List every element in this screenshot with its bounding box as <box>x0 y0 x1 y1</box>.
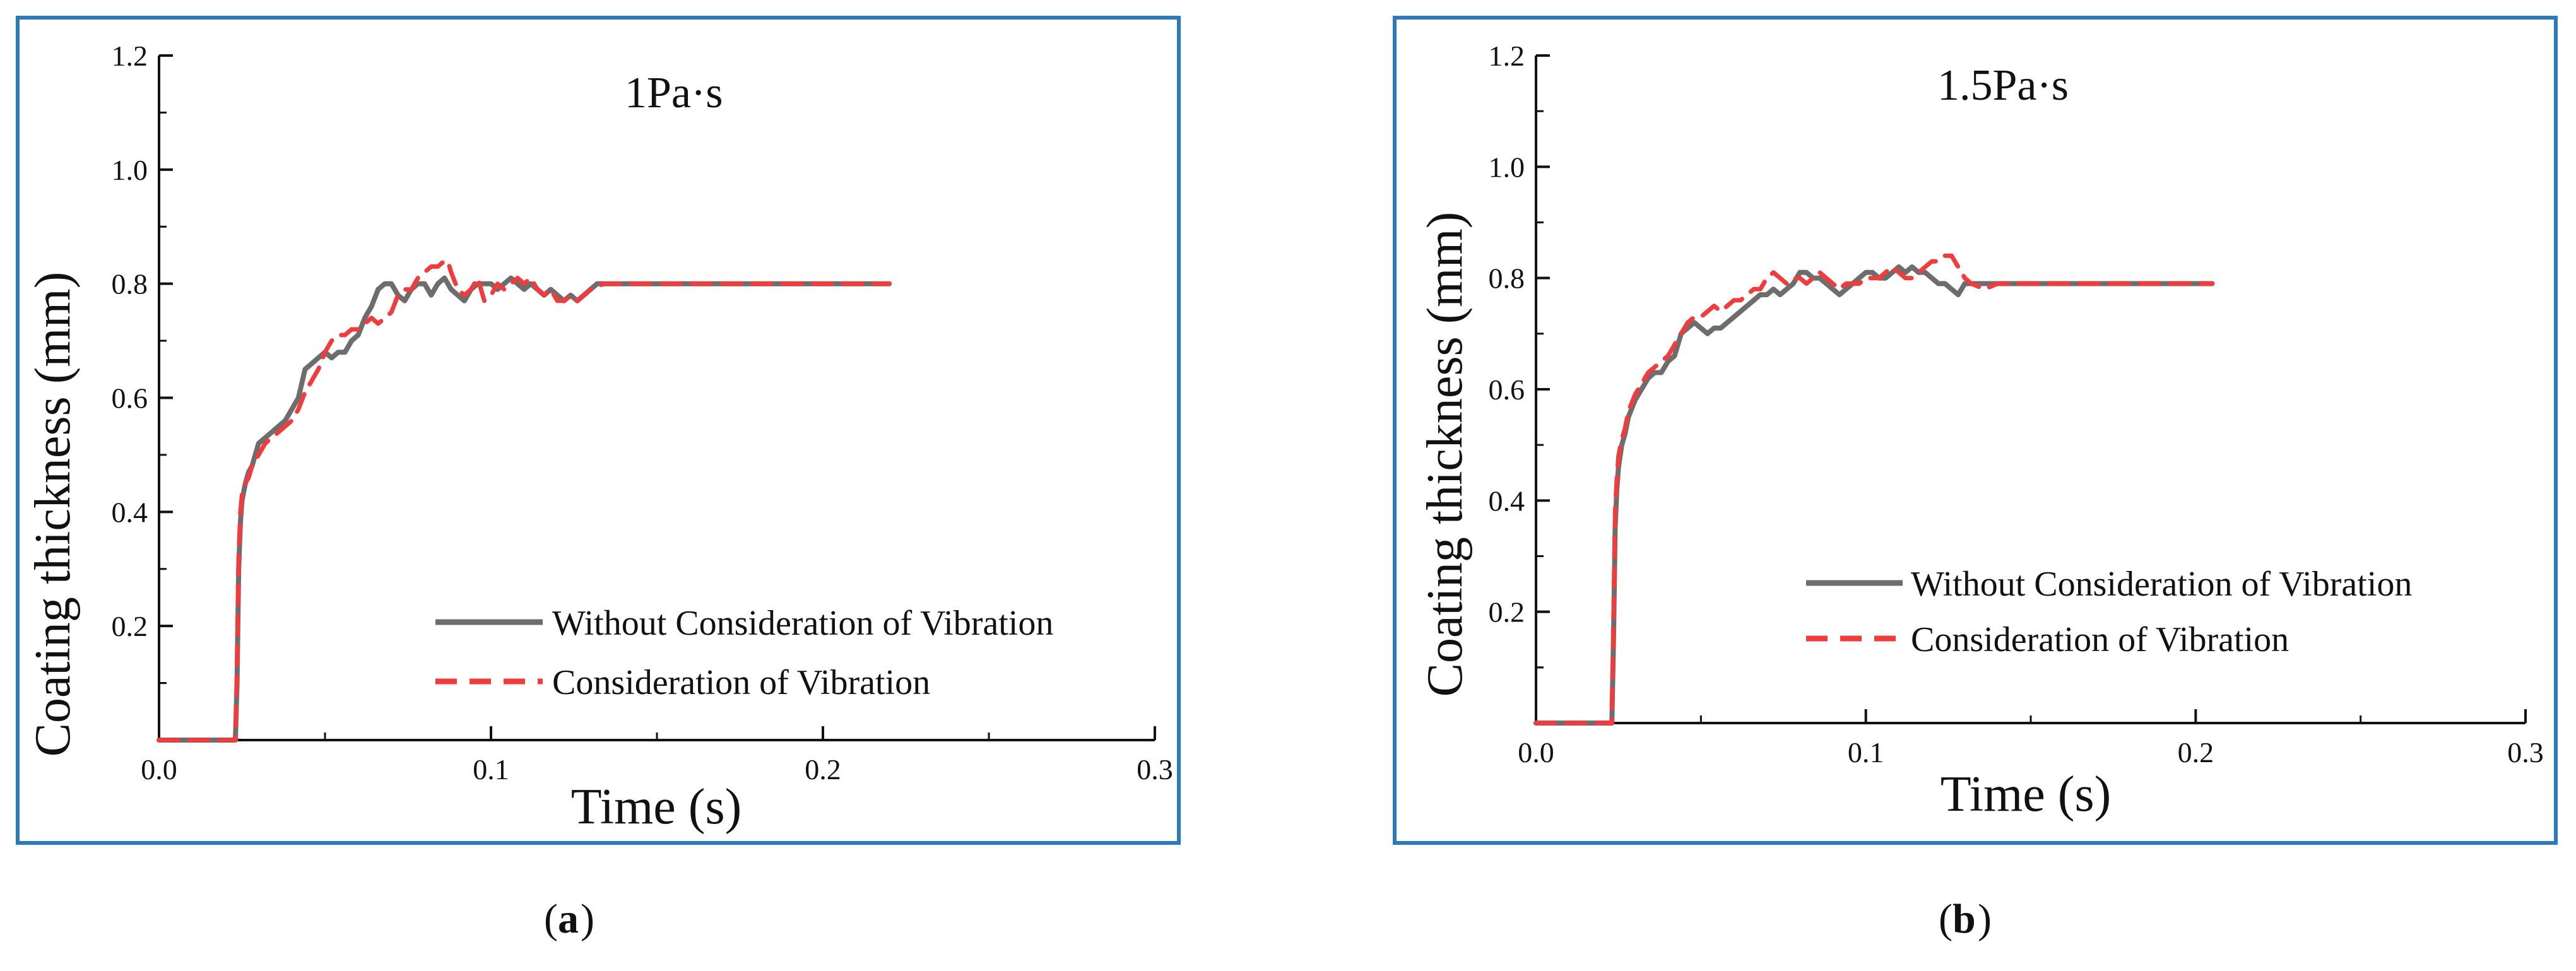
chart-a-x-tick-label: 0.2 <box>805 753 841 786</box>
caption-a: ( a ) <box>544 896 594 942</box>
chart-a-series-with-vibration-line <box>157 259 892 743</box>
chart-b-x-tick-label: 0.2 <box>2178 736 2214 768</box>
svg-text:(: ( <box>1939 896 1953 942</box>
chart-a-x-tick-label: 0.0 <box>141 753 177 786</box>
chart-b-x-tick-label: 0.0 <box>1518 736 1554 768</box>
chart-a-x-axis-label: Time (s) <box>571 779 741 835</box>
caption-a-letter: a <box>558 896 579 942</box>
chart-a-y-tick-label: 0.6 <box>112 382 148 415</box>
panel-b-frame <box>1393 16 2558 845</box>
chart-a-title: 1Pa·s <box>625 69 723 117</box>
svg-text:(: ( <box>544 896 558 942</box>
panel-b: 0.2 0.4 0.6 0.8 1.0 1.2 0.0 0.1 0.2 0.3 1.5Pa·s T… <box>1393 16 2558 845</box>
chart-a-x-tick-label: 0.3 <box>1137 753 1173 786</box>
svg-text:): ) <box>581 896 594 942</box>
chart-b-y-axis-label: Coating thickness (mm) <box>1417 212 1473 697</box>
chart-b-y-tick-label: 0.8 <box>1489 262 1525 295</box>
chart-b-plot: 0.2 0.4 0.6 0.8 1.0 1.2 0.0 0.1 0.2 0.3 <box>1489 40 2544 768</box>
chart-a-y-tick-label: 1.2 <box>112 40 148 72</box>
panel-a-frame <box>16 16 1181 845</box>
chart-b-series-without-vibration-line <box>1533 264 2215 726</box>
chart-a-y-axis-label: Coating thickness (mm) <box>25 272 81 757</box>
chart-b-x-tick-label: 0.1 <box>1848 736 1884 768</box>
chart-a-y-tick-label: 0.4 <box>112 496 148 528</box>
chart-a-y-tick-label: 0.2 <box>112 610 148 642</box>
chart-b-title: 1.5Pa·s <box>1937 61 2069 110</box>
legend-a-label-with: Consideration of Vibration <box>552 663 930 702</box>
panel-a: 0.2 0.4 0.6 0.8 1.0 1.2 0.0 0.1 0.2 0.3 1Pa·s Tim… <box>16 16 1181 845</box>
chart-a-x-tick-label: 0.1 <box>473 753 509 786</box>
chart-b-y-tick-label: 0.4 <box>1489 485 1525 517</box>
chart-b-y-tick-label: 1.0 <box>1489 151 1525 183</box>
caption-b-letter: b <box>1953 896 1976 942</box>
legend-b-label-without: Without Consideration of Vibration <box>1911 565 2412 604</box>
chart-b-x-axis-label: Time (s) <box>1941 767 2111 822</box>
chart-a-plot: 0.2 0.4 0.6 0.8 1.0 1.2 0.0 0.1 0.2 0.3 <box>112 40 1173 786</box>
caption-b: ( b ) <box>1939 896 1992 942</box>
chart-a-y-tick-label: 0.8 <box>112 268 148 300</box>
chart-b-series-with-vibration-line <box>1533 253 2214 726</box>
chart-b-y-tick-label: 0.2 <box>1489 596 1525 628</box>
chart-b-y-tick-label: 0.6 <box>1489 374 1525 406</box>
chart-a-y-tick-label: 1.0 <box>112 154 148 186</box>
chart-b-y-tick-label: 1.2 <box>1489 40 1525 72</box>
svg-text:): ) <box>1978 896 1992 942</box>
chart-a-series-without-vibration-line <box>157 275 892 743</box>
chart-a-legend: Without Consideration of Vibration Consi… <box>435 604 1053 702</box>
legend-b-label-with: Consideration of Vibration <box>1911 620 2289 659</box>
chart-b-x-tick-label: 0.3 <box>2507 736 2544 768</box>
legend-a-label-without: Without Consideration of Vibration <box>552 604 1053 643</box>
chart-b-legend: Without Consideration of Vibration Consi… <box>1806 565 2412 659</box>
